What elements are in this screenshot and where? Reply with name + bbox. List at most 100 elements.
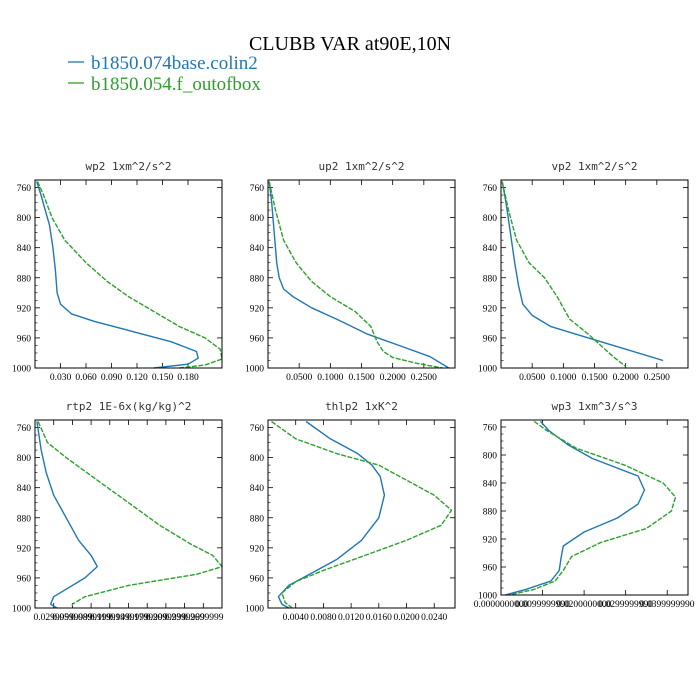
x-tick-label-3-0: 0.0500 [519,373,545,383]
y-tick-label-1-0: 760 [17,184,32,194]
panel-frame-6 [500,419,689,596]
y-tick-label-5-2: 840 [250,484,265,494]
x-tick-label-4-5: 0.1799999 [127,613,168,623]
chart-panels: wp2 1xm^2/s^2 760 800 840 880 920 960 1000 0.030… [12,160,695,623]
panel-title-1: wp2 1xm^2/s^2 [85,160,171,173]
panel-frame-3 [500,179,689,369]
x-tick-label-2-4: 0.2500 [411,373,437,383]
x-tick-label-4-8: 0.2699999 [183,613,224,623]
y-tick-label-5-6: 1000 [245,605,264,615]
x-tick-label-1-3: 0.120 [126,373,148,383]
chart-panel-6: wp3 1xm^3/s^3 760 800 840 880 920 960 10000.000… [474,400,695,610]
y-tick-label-2-3: 880 [250,274,265,284]
series-line-3-1 [501,181,664,362]
y-tick-label-4-3: 880 [17,514,32,524]
figure-legend: b1850.074base.colin2 b1850.054.f_outofbo… [68,53,261,95]
y-tick-label-2-5: 960 [250,334,265,344]
series-line-2-2 [268,181,443,369]
series-line-6-1 [505,420,646,596]
x-tick-label-2-3: 0.2000 [380,373,406,383]
x-tick-label-4-7: 0.2399999 [164,613,205,623]
y-tick-label-4-6: 1000 [12,605,31,615]
y-tick-label-3-2: 840 [483,244,498,254]
y-tick-label-3-3: 880 [483,274,498,284]
x-tick-label-1-2: 0.090 [101,373,123,383]
y-tick-label-3-1: 800 [483,214,498,224]
series-line-4-2 [37,421,223,608]
y-tick-label-5-3: 880 [250,514,265,524]
chart-panel-1: wp2 1xm^2/s^2 760 800 840 880 920 960 1000 0.030… [12,160,223,383]
y-tick-label-5-5: 960 [250,574,265,584]
x-tick-label-6-1: 0.0099999990 [515,600,570,610]
x-tick-label-4-0: 0.0299999 [34,613,75,623]
panel-title-6: wp3 1xm^3/s^3 [551,400,637,413]
y-tick-label-1-1: 800 [17,214,32,224]
y-tick-label-6-2: 840 [483,480,498,490]
y-tick-label-3-6: 1000 [478,365,497,375]
series-line-6-2 [509,420,677,596]
chart-panel-2: up2 1xm^2/s^2 760 800 840 880 920 960 1000 0.050… [245,160,456,383]
x-tick-label-2-2: 0.1500 [348,373,374,383]
y-tick-label-6-1: 800 [483,452,498,462]
x-tick-label-4-2: 0.0899999 [71,613,112,623]
y-tick-label-6-5: 960 [483,564,498,574]
y-tick-label-6-0: 760 [483,424,498,434]
y-tick-label-1-3: 880 [17,274,32,284]
x-tick-label-4-1: 0.0599999 [52,613,93,623]
series-line-3-2 [501,181,627,368]
y-tick-label-1-2: 840 [17,244,32,254]
panel-frame-1 [34,179,223,369]
x-tick-label-3-3: 0.2000 [613,373,639,383]
figure-title: CLUBB VAR at90E,10N [249,33,451,55]
y-tick-label-4-0: 760 [17,424,32,434]
x-tick-label-1-0: 0.030 [50,373,72,383]
y-tick-label-4-2: 840 [17,484,32,494]
x-tick-label-5-2: 0.0120 [338,613,364,623]
series-line-5-2 [271,420,453,609]
y-tick-label-6-4: 920 [483,536,498,546]
y-tick-label-6-3: 880 [483,508,498,518]
legend-label-series-1: b1850.074base.colin2 [91,53,258,74]
x-tick-label-2-0: 0.0500 [286,373,312,383]
panel-title-5: thlp2 1xK^2 [325,400,398,413]
x-tick-label-2-1: 0.1000 [317,373,343,383]
y-tick-label-2-6: 1000 [245,365,264,375]
x-tick-label-6-2: 0.0200000000 [557,600,612,610]
chart-panel-4: rtp2 1E-6x(kg/kg)^2 760 800 840 880 920 960 100… [12,400,224,623]
x-tick-label-5-3: 0.0160 [366,613,392,623]
chart-panel-3: vp2 1xm^2/s^2 760 800 840 880 920 960 1000 0.050… [478,160,689,383]
y-tick-label-5-0: 760 [250,424,265,434]
y-tick-label-2-4: 920 [250,304,265,314]
y-tick-label-1-4: 920 [17,304,32,314]
y-tick-label-4-1: 800 [17,454,32,464]
series-line-4-1 [36,421,99,609]
x-tick-label-4-4: 0.1499999 [108,613,149,623]
y-tick-label-4-4: 920 [17,544,32,554]
y-tick-label-1-5: 960 [17,334,32,344]
series-line-2-1 [268,181,450,369]
y-tick-label-2-0: 760 [250,184,265,194]
y-tick-label-5-4: 920 [250,544,265,554]
y-tick-label-3-0: 760 [483,184,498,194]
panel-frame-2 [267,179,456,369]
series-line-5-1 [277,420,386,609]
y-tick-label-3-5: 960 [483,334,498,344]
y-tick-label-4-5: 960 [17,574,32,584]
x-tick-label-4-6: 0.2099999 [146,613,187,623]
y-tick-label-1-6: 1000 [12,365,31,375]
y-tick-label-3-4: 920 [483,304,498,314]
series-line-1-2 [36,181,223,369]
x-tick-label-4-3: 0.1199999 [90,613,130,623]
y-tick-label-6-6: 1000 [478,592,497,602]
x-tick-label-5-1: 0.0080 [310,613,336,623]
x-tick-label-3-2: 0.1500 [581,373,607,383]
panel-title-4: rtp2 1E-6x(kg/kg)^2 [66,400,192,413]
x-tick-label-5-5: 0.0240 [421,613,447,623]
x-tick-label-3-4: 0.2500 [644,373,670,383]
x-tick-label-1-1: 0.060 [75,373,97,383]
x-tick-label-6-3: 0.0299999990 [598,600,653,610]
panel-title-3: vp2 1xm^2/s^2 [551,160,637,173]
panel-frame-5 [267,419,456,609]
